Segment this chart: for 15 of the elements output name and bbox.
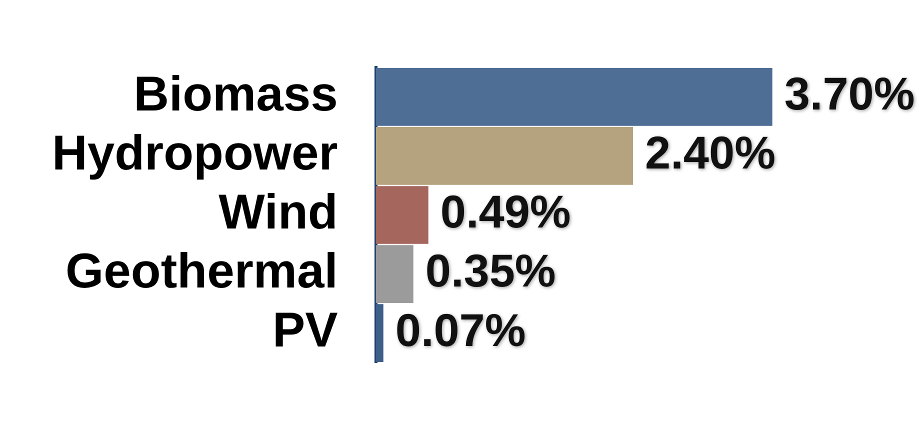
data-label: 0.35% (425, 244, 556, 297)
data-label: 0.49% (440, 186, 571, 238)
data-label: 2.40% (645, 126, 776, 179)
y-tick-label: PV (272, 304, 338, 358)
y-tick-label: Biomass (134, 67, 338, 122)
data-label: 0.07% (395, 304, 526, 356)
bar (376, 68, 772, 126)
data-label: 3.70% (784, 68, 915, 120)
y-tick-label: Geothermal (66, 244, 338, 299)
bar (376, 304, 384, 362)
bar (376, 186, 428, 244)
y-tick-label: Hydropower (52, 126, 338, 180)
y-tick-label: Wind (218, 186, 338, 240)
bar (376, 127, 634, 185)
bar (376, 245, 414, 303)
